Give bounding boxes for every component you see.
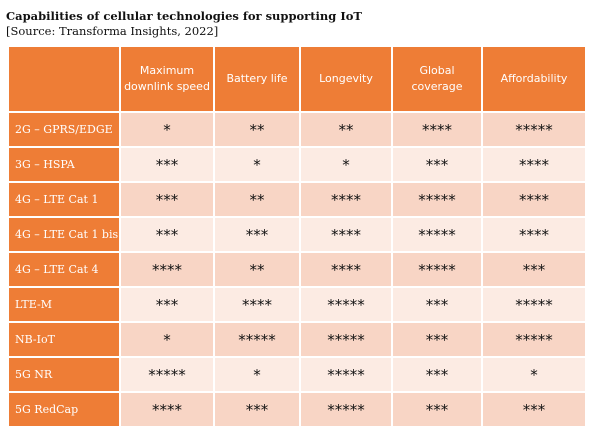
rating-cell: *: [299, 146, 393, 183]
table-row: 2G – GPRS/EDGE * ** ** **** *****: [7, 111, 587, 148]
header-affordability: Affordability: [481, 45, 587, 113]
rating-cell: *****: [299, 356, 393, 393]
rating-cell: *: [213, 146, 301, 183]
row-label: 5G RedCap: [7, 391, 121, 428]
table-row: 5G RedCap **** *** ***** *** ***: [7, 391, 587, 428]
rating-cell: *: [481, 356, 587, 393]
rating-cell: ***: [119, 146, 215, 183]
rating-cell: ****: [481, 181, 587, 218]
row-label: 3G – HSPA: [7, 146, 121, 183]
rating-cell: **: [213, 111, 301, 148]
rating-cell: *****: [391, 251, 483, 288]
row-label: LTE-M: [7, 286, 121, 323]
rating-cell: ***: [391, 356, 483, 393]
rating-cell: *****: [391, 181, 483, 218]
table-header-row: Maximum downlink speed Battery life Long…: [7, 45, 587, 113]
capabilities-table: Maximum downlink speed Battery life Long…: [7, 45, 587, 428]
rating-cell: ****: [391, 111, 483, 148]
row-label: 2G – GPRS/EDGE: [7, 111, 121, 148]
rating-cell: ****: [119, 251, 215, 288]
rating-cell: ***: [119, 216, 215, 253]
table-row: 4G – LTE Cat 1 *** ** **** ***** ****: [7, 181, 587, 218]
row-label: 5G NR: [7, 356, 121, 393]
rating-cell: ****: [481, 146, 587, 183]
rating-cell: ***: [391, 146, 483, 183]
rating-cell: *****: [481, 321, 587, 358]
header-battery-life: Battery life: [213, 45, 301, 113]
rating-cell: ***: [213, 216, 301, 253]
rating-cell: ***: [119, 181, 215, 218]
rating-cell: ****: [119, 391, 215, 428]
rating-cell: ****: [299, 181, 393, 218]
header-max-downlink-speed: Maximum downlink speed: [119, 45, 215, 113]
rating-cell: *: [119, 321, 215, 358]
rating-cell: *****: [119, 356, 215, 393]
rating-cell: *: [213, 356, 301, 393]
rating-cell: ****: [481, 216, 587, 253]
figure-title: Capabilities of cellular technologies fo…: [6, 9, 362, 23]
table-row: 4G – LTE Cat 1 bis *** *** **** ***** **…: [7, 216, 587, 253]
row-label: 4G – LTE Cat 4: [7, 251, 121, 288]
figure-source: [Source: Transforma Insights, 2022]: [6, 24, 219, 38]
table-row: 5G NR ***** * ***** *** *: [7, 356, 587, 393]
header-longevity: Longevity: [299, 45, 393, 113]
rating-cell: *****: [213, 321, 301, 358]
rating-cell: ***: [481, 391, 587, 428]
rating-cell: **: [213, 181, 301, 218]
rating-cell: *****: [391, 216, 483, 253]
rating-cell: ***: [119, 286, 215, 323]
row-label: 4G – LTE Cat 1: [7, 181, 121, 218]
header-global-coverage: Global coverage: [391, 45, 483, 113]
table-row: 4G – LTE Cat 4 **** ** **** ***** ***: [7, 251, 587, 288]
table-row: NB-IoT * ***** ***** *** *****: [7, 321, 587, 358]
rating-cell: **: [299, 111, 393, 148]
rating-cell: *****: [481, 111, 587, 148]
table-row: LTE-M *** **** ***** *** *****: [7, 286, 587, 323]
rating-cell: *****: [299, 391, 393, 428]
rating-cell: ****: [299, 216, 393, 253]
rating-cell: ***: [213, 391, 301, 428]
rating-cell: ****: [213, 286, 301, 323]
rating-cell: ***: [391, 391, 483, 428]
rating-cell: *****: [299, 286, 393, 323]
table-row: 3G – HSPA *** * * *** ****: [7, 146, 587, 183]
rating-cell: *****: [299, 321, 393, 358]
rating-cell: *: [119, 111, 215, 148]
rating-cell: ***: [391, 321, 483, 358]
header-corner: [7, 45, 121, 113]
rating-cell: ***: [391, 286, 483, 323]
row-label: NB-IoT: [7, 321, 121, 358]
rating-cell: *****: [481, 286, 587, 323]
rating-cell: ****: [299, 251, 393, 288]
rating-cell: ***: [481, 251, 587, 288]
row-label: 4G – LTE Cat 1 bis: [7, 216, 121, 253]
rating-cell: **: [213, 251, 301, 288]
